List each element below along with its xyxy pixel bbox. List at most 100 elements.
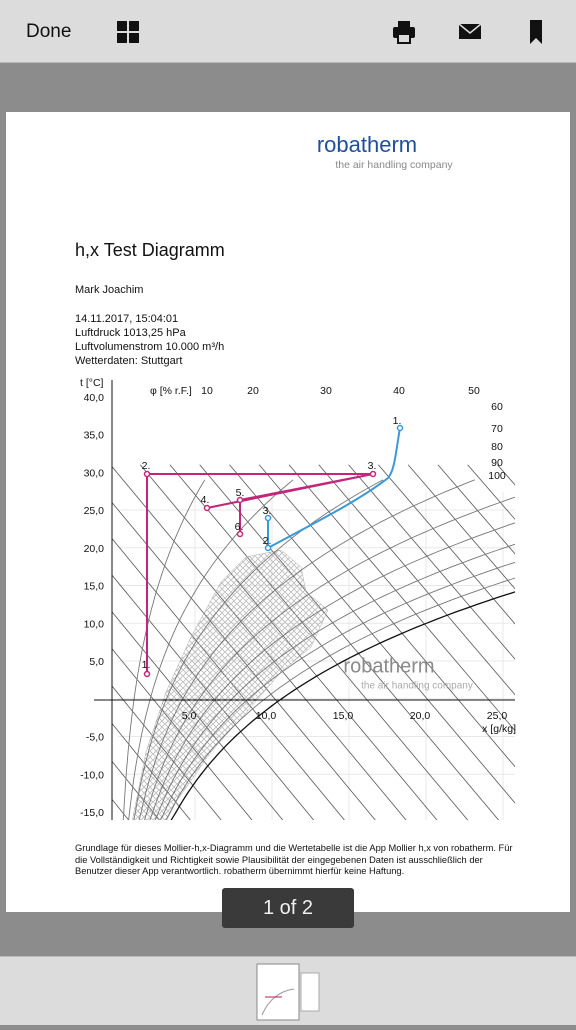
y-tick-label: -10,0: [80, 769, 104, 781]
process-point: [143, 470, 151, 478]
process-line: [146, 473, 374, 674]
humidity-curve: [165, 577, 515, 820]
enthalpy-line: [112, 465, 407, 820]
enthalpy-line: [229, 464, 515, 804]
enthalpy-line: [437, 464, 515, 555]
phi-label: φ [% r.F.]: [150, 385, 192, 397]
enthalpy-line: [112, 685, 222, 820]
humidity-curve: [122, 479, 206, 820]
x-tick-label: 25,0: [487, 710, 508, 722]
process-point: [369, 470, 377, 478]
y-tick-label: 25,0: [84, 505, 105, 517]
process-line: [267, 427, 401, 550]
x-tick-label: 10,0: [256, 710, 277, 722]
brand: robatherm: [317, 132, 417, 157]
enthalpy-line: [112, 501, 376, 820]
enthalpy-line: [348, 464, 515, 660]
enthalpy-line: [6, 465, 56, 912]
enthalpy-line: [377, 464, 515, 625]
point-label: 3.: [368, 460, 377, 472]
y-tick-label: 5,0: [89, 656, 104, 668]
enthalpy-line: [318, 464, 515, 696]
x-tick-label: 20,0: [410, 710, 431, 722]
phi-right-label: 70: [491, 423, 503, 435]
point-label: 6.: [235, 521, 244, 533]
phi-top-label: 30: [320, 385, 332, 397]
process-point: [143, 670, 151, 678]
humidity-curve: [154, 543, 515, 820]
enthalpy-line: [527, 465, 570, 912]
bookmark-button[interactable]: [530, 20, 542, 44]
y-tick-label: 40,0: [84, 392, 105, 404]
enthalpy-line: [112, 538, 345, 820]
y-tick-label: 10,0: [84, 618, 105, 630]
page-content: robatherm the air handling company h,x T…: [6, 132, 570, 912]
author: Mark Joachim: [75, 284, 143, 296]
humidity-curve: [138, 479, 475, 820]
enthalpy-line: [139, 464, 438, 820]
toolbar: Done: [0, 0, 576, 63]
humidity-curve: [160, 561, 515, 820]
y-tick-label: 20,0: [84, 543, 105, 555]
enthalpy-line: [169, 464, 469, 820]
point-label: 1.: [393, 415, 402, 427]
detail-line: Wetterdaten: Stuttgart: [75, 355, 182, 367]
process-point: [236, 530, 244, 538]
enthalpy-line: [407, 464, 515, 590]
saturation-curve: [170, 591, 515, 820]
x-tick-label: 15,0: [333, 710, 354, 722]
phi-right-label: 60: [491, 401, 503, 413]
watermark-brand: robatherm: [343, 655, 434, 677]
point-label: 1.: [142, 659, 151, 671]
thumbnails-button[interactable]: [117, 21, 139, 43]
enthalpy-line: [258, 464, 515, 768]
disclaimer: Grundlage für dieses Mollier-h,x-Diagram…: [75, 843, 513, 876]
detail-line: 14.11.2017, 15:04:01: [75, 313, 178, 325]
watermark-tagline: the air handling company: [361, 681, 473, 692]
point-label: 5.: [236, 487, 245, 499]
print-button[interactable]: [393, 21, 415, 44]
phi-right-label: 90: [491, 457, 503, 469]
phi-right-label: 80: [491, 441, 503, 453]
pdf-page: robatherm the air handling company h,x T…: [6, 112, 570, 912]
doc-title: h,x Test Diagramm: [75, 240, 225, 260]
x-axis-label: x [g/kg]: [482, 723, 516, 735]
humidity-curve: [149, 522, 515, 820]
y-tick-label: 30,0: [84, 467, 105, 479]
enthalpy-line: [288, 464, 515, 732]
detail-line: Luftvolumenstrom 10.000 m³/h: [75, 341, 224, 353]
enthalpy-line: [6, 465, 25, 912]
phi-top-label: 50: [468, 385, 480, 397]
phi-top-label: 10: [201, 385, 213, 397]
point-label: 3.: [263, 505, 272, 517]
process-point: [396, 424, 404, 432]
mail-button[interactable]: [458, 23, 482, 39]
process-point: [264, 514, 272, 522]
thumb-page-2[interactable]: [300, 972, 320, 1012]
y-tick-label: 35,0: [84, 430, 105, 442]
thumbnail-bar: [0, 956, 576, 1025]
y-tick-label: -15,0: [80, 807, 104, 819]
x-tick-label: 5,0: [182, 710, 197, 722]
phi-top-label: 40: [393, 385, 405, 397]
process-point: [203, 504, 211, 512]
done-button[interactable]: Done: [26, 21, 72, 42]
point-label: 2.: [142, 460, 151, 472]
point-label: 4.: [201, 494, 210, 506]
humidity-curve: [128, 479, 294, 820]
humidity-curve: [133, 479, 384, 820]
tagline: the air handling company: [335, 159, 453, 171]
toolbar-icons: [117, 20, 542, 44]
humidity-curve: [144, 496, 515, 820]
thumbnails: [256, 963, 320, 1021]
detail-line: Luftdruck 1013,25 hPa: [75, 327, 187, 339]
phi-right-label: 100: [488, 470, 506, 482]
point-label: 2.: [263, 535, 272, 547]
y-tick-label: -5,0: [86, 732, 104, 744]
enthalpy-line: [557, 465, 570, 912]
page-indicator: 1 of 2: [222, 888, 354, 928]
phi-top-label: 20: [247, 385, 259, 397]
process-point: [264, 544, 272, 552]
y-tick-label: 15,0: [84, 581, 105, 593]
